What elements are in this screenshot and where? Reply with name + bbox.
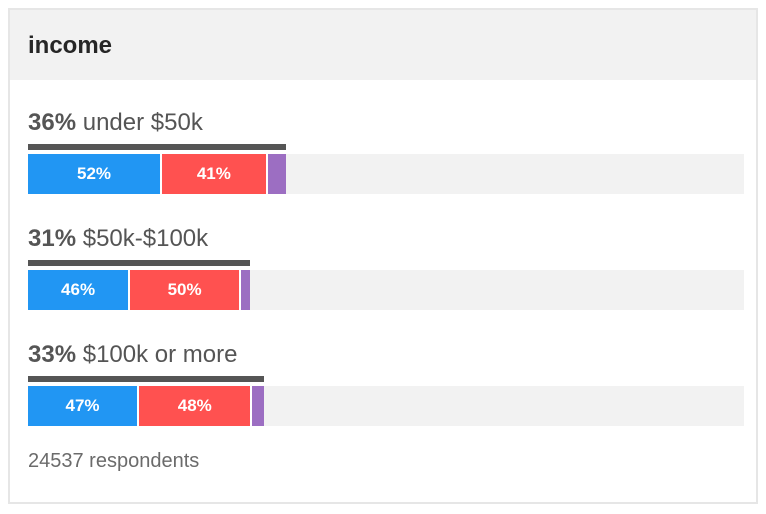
- segment-red: 48%: [139, 386, 253, 426]
- income-card: income 36% under $50k 52% 41% 31% $50k-$1…: [8, 8, 758, 504]
- group-share: 33%: [28, 341, 77, 368]
- segment-red: 50%: [130, 270, 242, 310]
- segment-red: 41%: [162, 154, 268, 194]
- segment-purple: [241, 270, 250, 310]
- group-name: under $50k: [82, 109, 203, 136]
- segment-blue: 52%: [28, 154, 163, 194]
- share-line: [28, 260, 250, 266]
- segment-blue: 47%: [28, 386, 140, 426]
- group-name: $100k or more: [82, 341, 238, 368]
- share-line: [28, 144, 286, 150]
- card-header: income: [10, 10, 756, 80]
- bar-track: 52% 41%: [28, 154, 744, 194]
- income-group-50k-100k: 31% $50k-$100k 46% 50%: [10, 224, 756, 340]
- segment-purple: [267, 154, 286, 194]
- group-name: $50k-$100k: [82, 225, 209, 252]
- group-label: 31% $50k-$100k: [28, 224, 208, 254]
- income-group-under-50k: 36% under $50k 52% 41%: [10, 108, 756, 224]
- group-label: 36% under $50k: [28, 108, 203, 138]
- segment-blue: 46%: [28, 270, 131, 310]
- bar-track: 46% 50%: [28, 270, 744, 310]
- income-group-100k-or-more: 33% $100k or more 47% 48%: [10, 340, 756, 456]
- share-line: [28, 376, 265, 382]
- card-title: income: [28, 32, 113, 59]
- group-share: 31%: [28, 225, 77, 252]
- respondents-count: 24537 respondents: [28, 450, 200, 472]
- segment-purple: [252, 386, 265, 426]
- group-share: 36%: [28, 109, 77, 136]
- group-label: 33% $100k or more: [28, 340, 237, 370]
- bar-track: 47% 48%: [28, 386, 744, 426]
